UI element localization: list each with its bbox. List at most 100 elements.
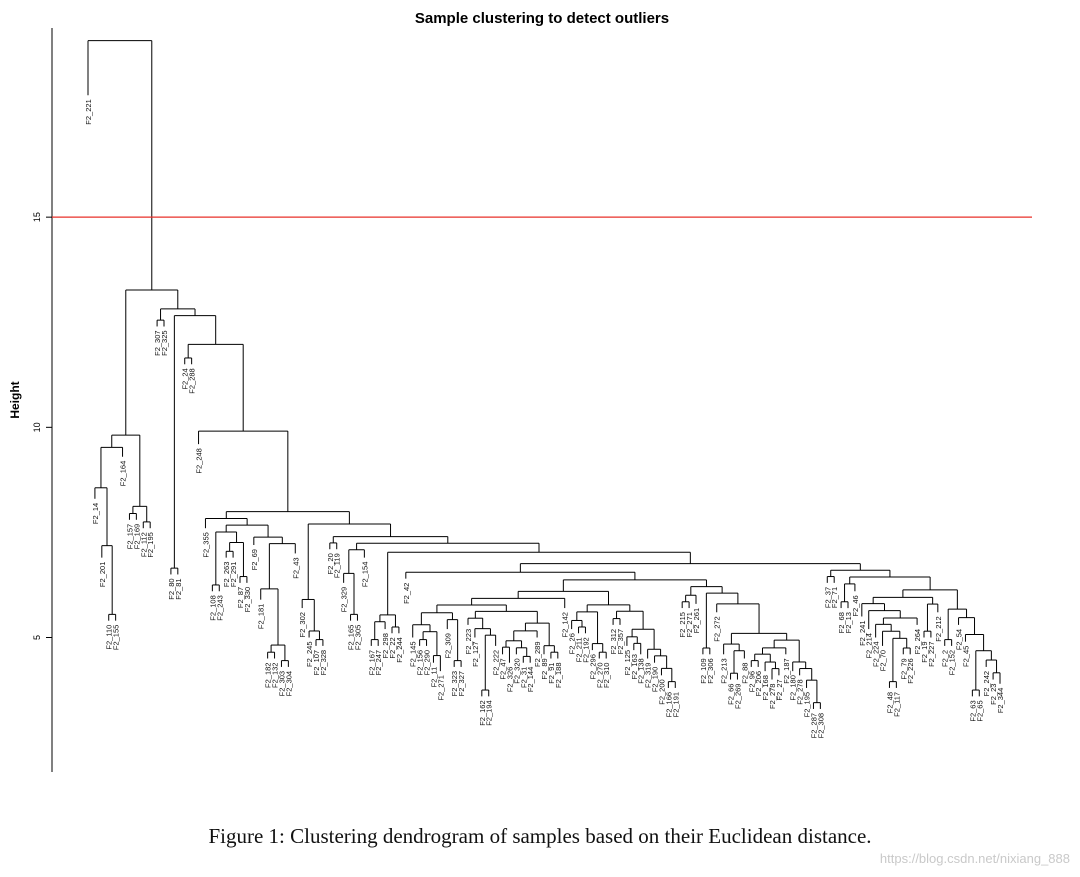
leaf-label: F2_245: [305, 641, 314, 666]
leaf-label: F2_23: [989, 684, 998, 705]
leaf-label: F2_327: [457, 671, 466, 696]
leaf-label: F2_278: [796, 679, 805, 704]
leaf-label: F2_187: [782, 658, 791, 683]
leaf-label: F2_323: [450, 671, 459, 696]
leaf-label: F2_164: [119, 461, 128, 486]
leaf-label: F2_271: [685, 612, 694, 637]
leaf-label: F2_320: [512, 658, 521, 683]
leaf-label: F2_127: [471, 641, 480, 666]
leaf-label: F2_357: [616, 629, 625, 654]
leaf-label: F2_308: [816, 713, 825, 738]
leaf-label: F2_222: [492, 650, 501, 675]
leaf-label: F2_24: [181, 368, 190, 389]
leaf-label: F2_309: [443, 633, 452, 658]
leaf-label: F2_191: [671, 692, 680, 717]
y-tick-label: 5: [32, 635, 42, 640]
leaf-label: F2_138: [637, 658, 646, 683]
leaf-label: F2_344: [996, 688, 1005, 713]
leaf-label: F2_154: [360, 562, 369, 587]
leaf-label: F2_305: [353, 625, 362, 650]
leaf-label: F2_263: [222, 562, 231, 587]
leaf-label: F2_270: [595, 663, 604, 688]
leaf-label: F2_296: [588, 654, 597, 679]
leaf-label: F2_37: [823, 587, 832, 608]
leaf-label: F2_27: [775, 679, 784, 700]
leaf-label: F2_14: [91, 503, 100, 524]
leaf-label: F2_213: [720, 658, 729, 683]
leaf-label: F2_2: [941, 650, 950, 667]
leaf-label: F2_287: [809, 713, 818, 738]
leaf-label: F2_54: [955, 629, 964, 650]
leaf-label: F2_70: [879, 650, 888, 671]
leaf-label: F2_79: [899, 658, 908, 679]
leaf-label: F2_304: [284, 671, 293, 696]
leaf-label: F2_169: [132, 524, 141, 549]
leaf-label: F2_201: [98, 562, 107, 587]
y-axis-label: Height: [8, 381, 22, 418]
leaf-label: F2_166: [664, 692, 673, 717]
leaf-label: F2_81: [174, 578, 183, 599]
leaf-label: F2_26: [568, 633, 577, 654]
leaf-label: F2_247: [374, 650, 383, 675]
leaf-label: F2_248: [195, 448, 204, 473]
leaf-label: F2_144: [526, 667, 535, 692]
leaf-label: F2_19: [920, 641, 929, 662]
leaf-label: F2_155: [112, 625, 121, 650]
leaf-label: F2_329: [340, 587, 349, 612]
leaf-label: F2_303: [277, 671, 286, 696]
leaf-label: F2_80: [167, 578, 176, 599]
leaf-label: F2_261: [692, 608, 701, 633]
leaf-label: F2_163: [630, 654, 639, 679]
leaf-label: F2_109: [699, 658, 708, 683]
leaf-label: F2_13: [844, 612, 853, 633]
leaf-label: F2_48: [885, 692, 894, 713]
leaf-label: F2_214: [865, 633, 874, 658]
figure-caption: Figure 1: Clustering dendrogram of sampl…: [208, 824, 872, 848]
leaf-label: F2_290: [423, 650, 432, 675]
dendrogram-branches: [87, 40, 1001, 709]
leaf-label: F2_223: [464, 629, 473, 654]
leaf-label: F2_22: [388, 637, 397, 658]
leaf-label: F2_43: [291, 557, 300, 578]
leaf-label: F2_190: [651, 667, 660, 692]
leaf-label: F2_271: [436, 675, 445, 700]
leaf-label: F2_110: [105, 625, 114, 650]
leaf-label: F2_227: [927, 641, 936, 666]
leaf-label: F2_325: [160, 330, 169, 355]
leaf-label: F2_91: [547, 663, 556, 684]
leaf-label: F2_117: [892, 692, 901, 717]
leaf-label: F2_326: [505, 667, 514, 692]
leaf-label: F2_157: [125, 524, 134, 549]
leaf-label: F2_211: [575, 637, 584, 662]
leaf-label: F2_145: [409, 641, 418, 666]
leaf-label: F2_195: [146, 532, 155, 557]
leaf-label: F2_221: [84, 99, 93, 124]
leaf-label: F2_119: [333, 553, 342, 578]
leaf-label: F2_165: [347, 625, 356, 650]
leaf-label: F2_328: [319, 650, 328, 675]
leaf-label: F2_46: [851, 595, 860, 616]
leaf-label: F2_162: [478, 700, 487, 725]
leaf-label: F2_200: [657, 679, 666, 704]
chart-title: Sample clustering to detect outliers: [415, 10, 669, 27]
leaf-label: F2_291: [229, 562, 238, 587]
leaf-label: F2_224: [872, 641, 881, 666]
leaf-label: F2_66: [727, 684, 736, 705]
leaf-label: F2_65: [975, 700, 984, 721]
leaf-label: F2_278: [768, 684, 777, 709]
leaf-label: F2_215: [678, 612, 687, 637]
leaf-label: F2_142: [561, 612, 570, 637]
leaf-label: F2_168: [761, 675, 770, 700]
dendrogram-chart: Sample clustering to detect outliers Hei…: [8, 10, 1032, 772]
leaf-label: F2_68: [837, 612, 846, 633]
leaf-label: F2_89: [540, 658, 549, 679]
leaf-label: F2_42: [402, 583, 411, 604]
leaf-label: F2_182: [264, 663, 273, 688]
leaf-label: F2_269: [733, 684, 742, 709]
leaf-label: F2_125: [623, 650, 632, 675]
leaf-label: F2_107: [312, 650, 321, 675]
leaf-label: F2_63: [968, 700, 977, 721]
leaf-label: F2_312: [609, 629, 618, 654]
leaf-label: F2_306: [706, 658, 715, 683]
leaf-label: F2_47: [499, 658, 508, 679]
